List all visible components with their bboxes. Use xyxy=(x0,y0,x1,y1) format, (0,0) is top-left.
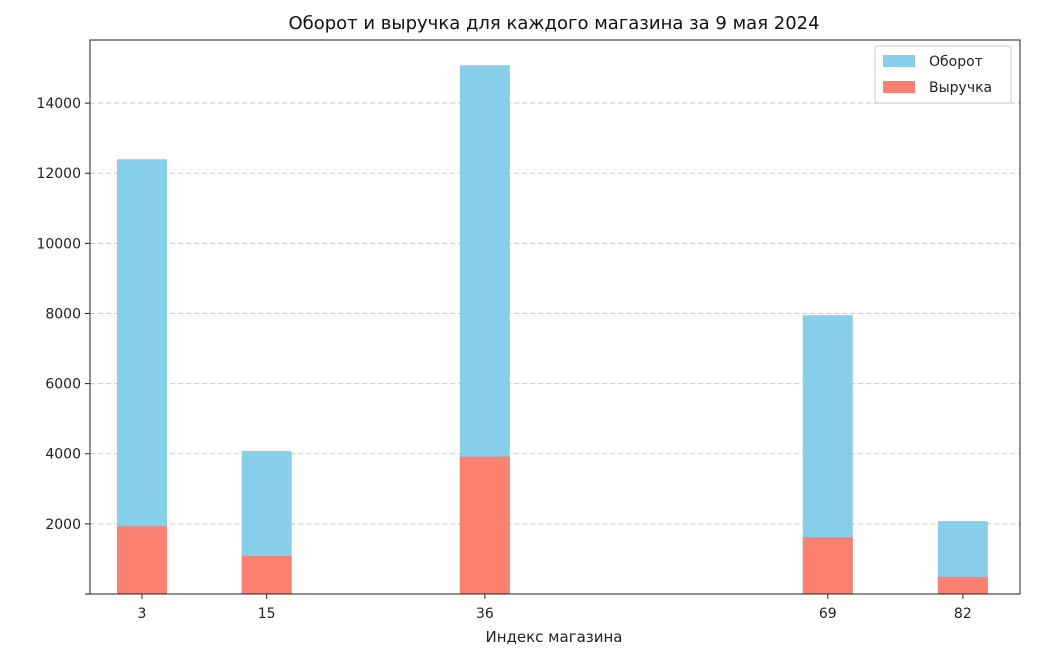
y-axis: 2000 4000 6000 8000 10000 12000 14000 xyxy=(36,96,90,595)
legend: Оборот Выручка xyxy=(874,45,1012,104)
legend-label-turnover: Оборот xyxy=(929,54,983,70)
x-tick-label: 15 xyxy=(258,606,276,622)
legend-label-revenue: Выручка xyxy=(929,80,992,96)
y-tick-label: 14000 xyxy=(36,96,81,112)
y-tick-label: 8000 xyxy=(45,306,81,322)
bar-revenue-store-36 xyxy=(459,456,510,594)
x-tick-label: 82 xyxy=(954,606,972,622)
x-tick-label: 3 xyxy=(137,606,146,622)
legend-swatch-revenue xyxy=(883,81,915,93)
bar-revenue-store-82 xyxy=(937,576,988,594)
x-axis: 3 15 36 69 82 xyxy=(137,594,972,622)
x-axis-label: Индекс магазина xyxy=(485,628,622,646)
chart-title: Оборот и выручка для каждого магазина за… xyxy=(288,13,819,34)
legend-swatch-turnover xyxy=(883,55,915,67)
gridlines xyxy=(90,102,1020,525)
bar-revenue-store-3 xyxy=(116,526,167,594)
x-tick-label: 36 xyxy=(476,606,494,622)
bar-revenue-store-69 xyxy=(802,537,853,594)
y-tick-label: 2000 xyxy=(45,517,81,533)
plot-area xyxy=(89,39,1021,595)
y-tick-label: 10000 xyxy=(36,236,81,252)
x-tick-label: 69 xyxy=(819,606,837,622)
revenue-bars xyxy=(116,456,988,594)
y-tick-label: 4000 xyxy=(45,447,81,463)
bar-revenue-store-15 xyxy=(241,556,292,594)
y-tick-label: 6000 xyxy=(45,377,81,393)
bar-turnover-store-3 xyxy=(116,159,167,594)
y-tick-label: 12000 xyxy=(36,166,81,182)
turnover-bars xyxy=(116,65,988,595)
